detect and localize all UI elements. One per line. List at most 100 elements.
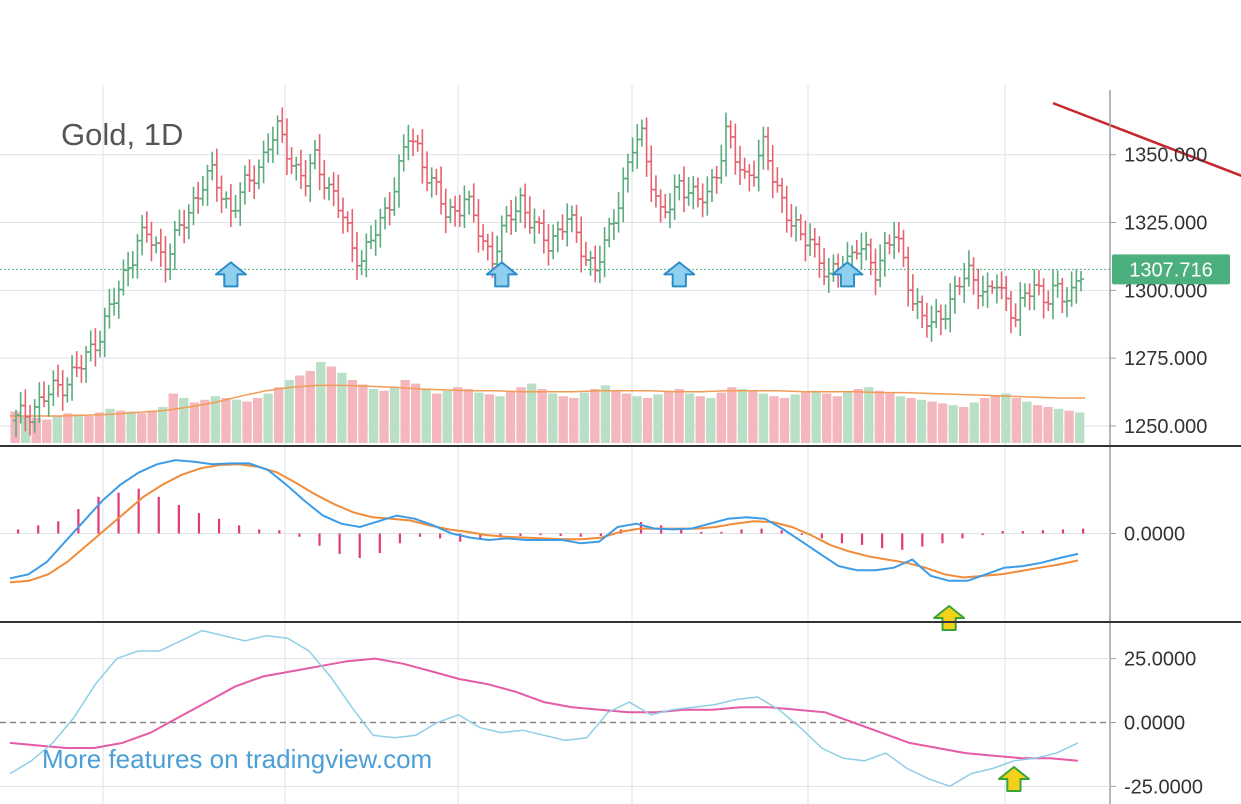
volume-bar	[769, 396, 779, 443]
volume-bar	[252, 398, 263, 443]
volume-moving-average-line	[10, 384, 1085, 417]
price-bar	[680, 166, 687, 213]
price-bar	[59, 370, 66, 411]
volume-bar	[706, 398, 716, 443]
price-bar	[92, 328, 99, 367]
volume-bar	[800, 392, 811, 443]
price-bar	[965, 250, 972, 287]
volume-bar	[927, 401, 937, 443]
volume-bar	[579, 392, 589, 443]
price-bar	[391, 177, 398, 216]
volume-bar	[885, 393, 895, 443]
volume-bar	[295, 375, 305, 443]
price-bar	[400, 134, 407, 172]
price-bar	[372, 219, 379, 256]
volume-bar	[621, 393, 632, 443]
price-bar	[853, 240, 860, 260]
price-bar	[811, 227, 818, 258]
price-bar	[419, 129, 426, 184]
volume-bar	[474, 392, 484, 443]
volume-bar	[822, 393, 832, 443]
volume-bar	[200, 399, 210, 443]
current-price-label: 1307.716	[1129, 259, 1212, 281]
histogram-bar	[217, 518, 221, 534]
volume-bar	[874, 390, 885, 443]
price-bar	[237, 182, 244, 227]
volume-bar	[642, 398, 653, 443]
price-bar	[708, 169, 715, 203]
price-bar	[975, 268, 982, 309]
price-bar	[232, 194, 239, 219]
trendline	[1052, 101, 1241, 177]
oscillator-slow-line	[9, 657, 1079, 762]
price-bar	[643, 117, 650, 177]
volume-bar	[611, 390, 621, 443]
volume-bar	[716, 392, 726, 443]
price-bar	[596, 245, 603, 284]
up-arrow-icon	[663, 261, 696, 288]
price-bar	[139, 214, 146, 256]
price-bar	[531, 208, 538, 244]
histogram-bar	[921, 533, 924, 547]
volume-bar	[969, 402, 979, 443]
price-bar	[167, 243, 174, 280]
histogram-bar	[981, 533, 984, 536]
price-bar	[933, 298, 940, 329]
price-bar	[428, 167, 435, 198]
volume-bar	[305, 371, 315, 443]
volume-bar	[463, 389, 474, 443]
macd-line	[9, 459, 1079, 582]
price-bar	[279, 107, 286, 143]
volume-bar	[937, 403, 948, 443]
price-bar	[1035, 270, 1042, 296]
volume-bar	[864, 387, 874, 443]
price-bar	[480, 224, 487, 251]
price-bar	[942, 304, 949, 330]
price-bar	[498, 215, 505, 268]
macd-tick-label: 0.0000	[1124, 524, 1185, 546]
price-bar	[339, 197, 346, 234]
volume-bar	[1011, 398, 1022, 443]
price-bar	[466, 190, 473, 215]
price-bar	[699, 183, 706, 218]
volume-bar	[231, 399, 242, 443]
price-bar	[148, 221, 155, 262]
price-bar	[1031, 269, 1038, 311]
price-bar	[648, 145, 655, 202]
price-bar	[746, 164, 753, 192]
price-bar	[783, 185, 790, 233]
volume-bar	[948, 405, 958, 443]
histogram-bar	[760, 528, 763, 534]
price-bar	[1049, 269, 1056, 320]
price-bar	[353, 231, 360, 280]
price-bar	[106, 288, 113, 329]
volume-bar	[748, 390, 758, 443]
volume-bar	[526, 383, 537, 443]
price-bar	[302, 160, 309, 197]
volume-bar	[916, 399, 927, 443]
price-tick-label: 1300.000	[1124, 280, 1207, 302]
price-bar	[522, 183, 529, 229]
price-bar	[536, 216, 543, 234]
oscillator-tick-label: 0.0000	[1124, 712, 1185, 734]
price-bar	[620, 167, 627, 223]
price-bar	[363, 233, 370, 278]
up-arrow-icon	[831, 261, 864, 288]
price-bar	[737, 145, 744, 186]
histogram-bar	[901, 533, 904, 550]
volume-bar	[505, 390, 516, 443]
price-bar	[55, 364, 62, 398]
price-bar	[895, 221, 902, 253]
histogram-bar	[479, 533, 482, 541]
volume-bar	[590, 389, 600, 443]
histogram-bar	[459, 533, 462, 542]
price-bar	[325, 177, 332, 201]
histogram-bar	[680, 529, 683, 534]
histogram-bar	[137, 488, 140, 534]
price-bar	[97, 330, 104, 358]
price-bar	[540, 209, 547, 254]
price-bar	[769, 145, 776, 199]
price-bar	[330, 172, 337, 207]
price-bar	[545, 224, 552, 266]
price-bar	[723, 112, 729, 177]
